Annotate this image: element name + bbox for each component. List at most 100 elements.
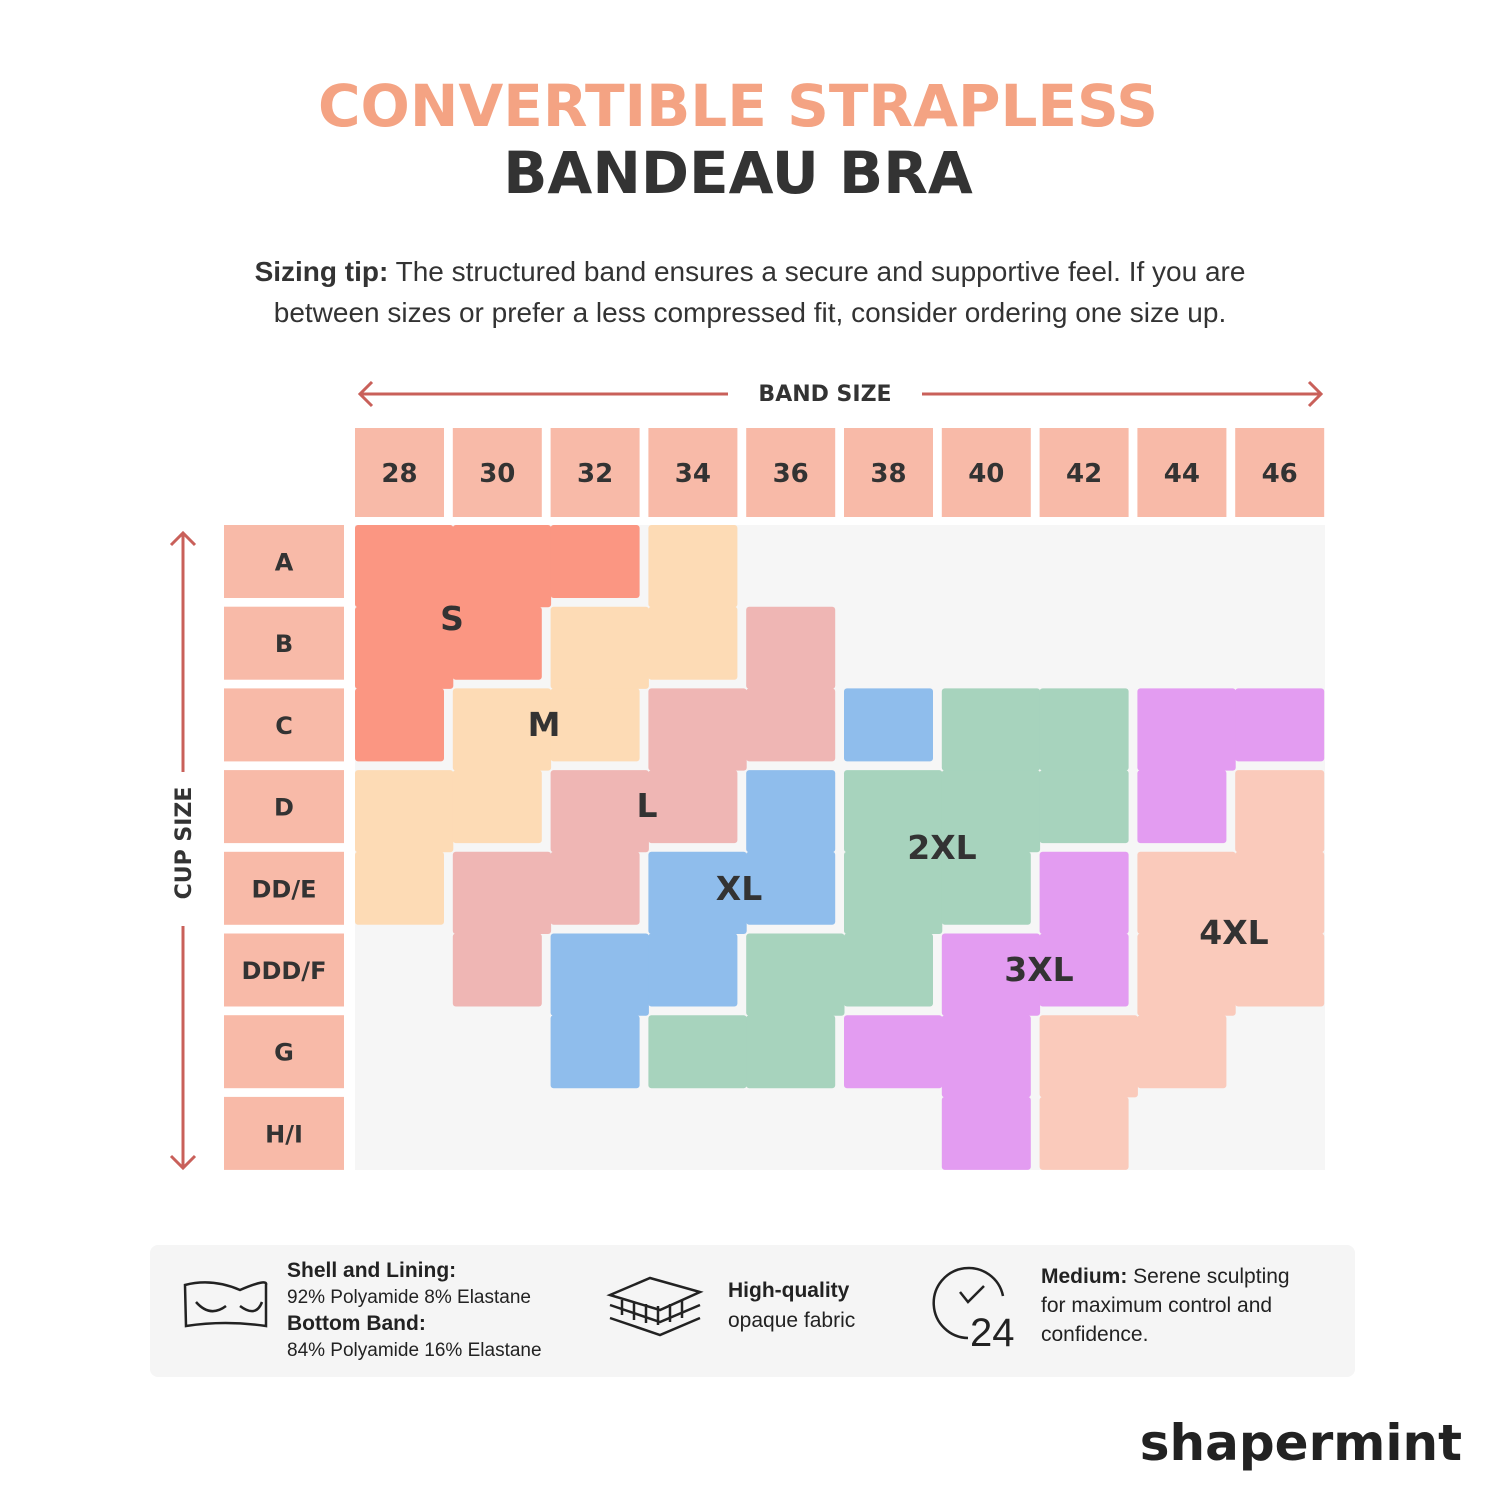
size-cell (1137, 933, 1236, 1016)
band-label: 36 (773, 459, 809, 489)
size-label: 2XL (907, 828, 976, 867)
size-cell (355, 688, 444, 762)
size-label: XL (716, 869, 762, 908)
size-cell (1039, 1096, 1129, 1170)
control-line2: for maximum control and (1041, 1294, 1272, 1317)
size-cell (941, 1096, 1031, 1170)
band-label: 30 (479, 459, 515, 489)
band-label: 34 (675, 459, 711, 489)
cup-label: G (274, 1039, 294, 1067)
cup-label: H/I (265, 1120, 303, 1148)
icons (183, 1266, 1005, 1340)
tip-line2: between sizes or prefer a less compresse… (274, 297, 1226, 328)
tip-text: The structured band ensures a secure and… (388, 256, 1245, 287)
cup-header (224, 688, 344, 762)
cup-header (224, 1015, 344, 1089)
cup-label: A (275, 549, 294, 577)
shell-title: Shell and Lining: (287, 1259, 456, 1282)
size-cell (355, 770, 454, 853)
tip-label: Sizing tip: (255, 256, 389, 287)
size-cell (355, 525, 454, 608)
size-cell (1137, 1015, 1227, 1089)
band-label: 46 (1262, 459, 1298, 489)
band-header (648, 428, 738, 517)
band-header (355, 428, 444, 517)
feature-texts: Shell and Lining: 92% Polyamide 8% Elast… (287, 1259, 1290, 1361)
size-cell (452, 525, 552, 608)
size-cells: S M L XL 2XL 3XL 4XL (355, 525, 1325, 1170)
cup-label: DD/E (251, 875, 316, 903)
band-header (452, 428, 542, 517)
band-header (1235, 428, 1325, 517)
size-cell (452, 851, 552, 934)
size-cell (1039, 933, 1129, 1007)
size-cell (746, 770, 836, 853)
size-cell (844, 933, 933, 1007)
size-cell (1039, 688, 1129, 771)
cup-header (224, 606, 344, 680)
size-cell (746, 933, 845, 1016)
band-label: 42 (1066, 459, 1102, 489)
cup-title: CUP SIZE (172, 787, 197, 900)
size-cell (648, 933, 738, 1007)
feature-box (150, 1245, 1355, 1377)
band-header (1137, 428, 1227, 517)
size-label: M (528, 705, 561, 744)
size-cell (746, 606, 836, 689)
size-label: S (440, 599, 464, 638)
size-cell (746, 1015, 836, 1089)
band-label: 44 (1164, 459, 1200, 489)
size-cell (550, 933, 649, 1016)
size-cell (746, 688, 836, 762)
size-cell (550, 851, 640, 925)
cup-header (224, 525, 344, 598)
size-cell (648, 1015, 747, 1089)
band-label: 38 (870, 459, 906, 489)
size-label: 3XL (1004, 950, 1073, 989)
arrows (169, 380, 1324, 1171)
band-title: Bottom Band: (287, 1312, 426, 1335)
size-cell (1039, 770, 1129, 844)
band-header (941, 428, 1031, 517)
size-cell (1039, 1015, 1138, 1098)
size-cell (648, 525, 738, 608)
size-cell (1137, 688, 1236, 771)
size-label: 4XL (1199, 913, 1268, 952)
size-cell (648, 688, 747, 771)
size-cell (1235, 933, 1325, 1007)
size-cell (844, 851, 943, 934)
band-header (1039, 428, 1129, 517)
size-cell (1137, 770, 1227, 844)
size-cell (550, 770, 649, 853)
band-header (746, 428, 836, 517)
size-cell (941, 1015, 1031, 1098)
control-line1: Medium: Serene sculpting (1041, 1265, 1290, 1288)
size-cell (452, 688, 552, 771)
size-cell (452, 606, 542, 680)
control-line3: confidence. (1041, 1323, 1148, 1346)
clock-label: 24 (970, 1311, 1015, 1355)
cup-label: DDD/F (242, 957, 327, 985)
grid-labels: 28 30 32 34 36 38 40 42 44 46 A B C D DD/E DDD/F G H/I (224, 428, 1325, 1170)
size-cell (1235, 688, 1325, 762)
band-label: 40 (968, 459, 1004, 489)
size-cell (355, 606, 454, 689)
size-cell (746, 851, 836, 925)
tip-line1: Sizing tip: The structured band ensures … (255, 256, 1246, 287)
size-cell (648, 770, 738, 844)
size-cell (1235, 851, 1325, 934)
size-cell (1137, 851, 1236, 934)
size-cell (941, 688, 1041, 771)
size-cell (550, 1015, 640, 1089)
cup-label: C (275, 712, 293, 740)
size-cell (941, 933, 1041, 1016)
size-cell (941, 770, 1041, 853)
size-cell (355, 851, 444, 925)
band-text: 84% Polyamide 16% Elastane (287, 1340, 542, 1361)
size-label: L (636, 786, 657, 825)
size-cell (844, 1015, 943, 1089)
size-cell (648, 851, 747, 934)
size-cell (941, 851, 1031, 925)
size-cell (844, 770, 943, 853)
